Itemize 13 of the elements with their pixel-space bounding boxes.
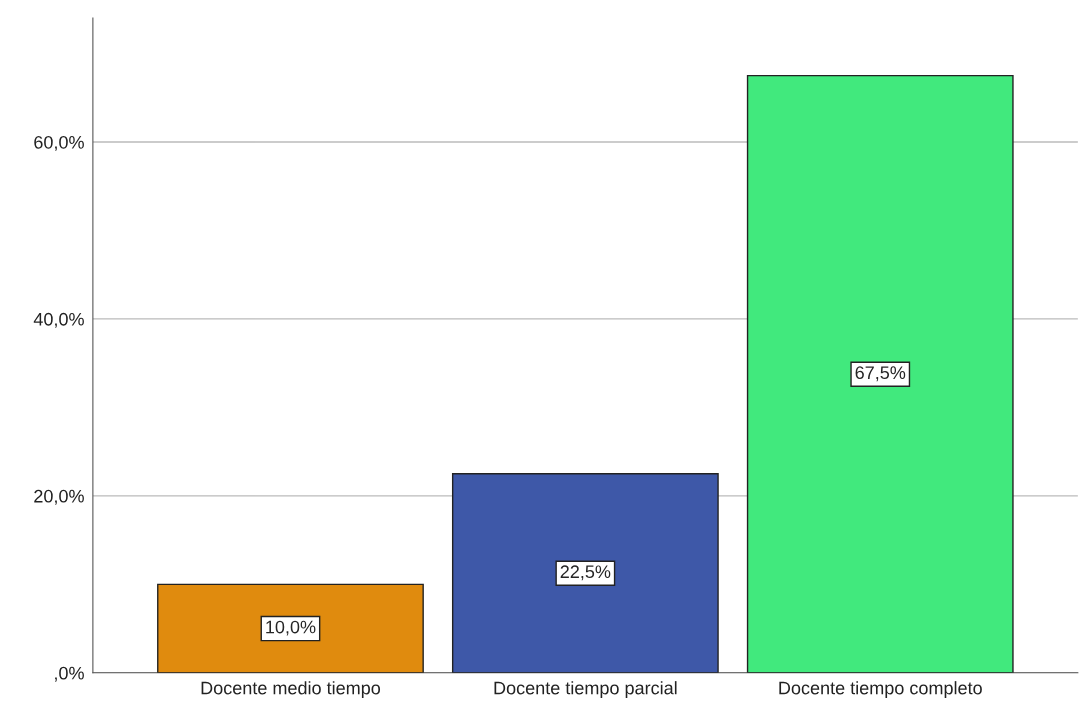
y-tick-label: ,0%: [55, 666, 84, 682]
bar: [746, 74, 1014, 673]
y-tick-label: 60,0%: [34, 135, 84, 151]
bar: [451, 473, 719, 673]
x-tick-label: Docente tiempo parcial: [494, 681, 677, 698]
data-label: 22,5%: [560, 565, 611, 581]
y-tick-label: 40,0%: [33, 312, 84, 328]
bar: [157, 583, 424, 673]
x-tick-label: Docente tiempo completo: [779, 681, 982, 698]
data-label: 67,5%: [855, 366, 906, 382]
data-label: 10,0%: [266, 620, 316, 636]
x-tick-label: Docente medio tiempo: [201, 681, 381, 698]
y-tick-label: 20,0%: [34, 489, 84, 505]
